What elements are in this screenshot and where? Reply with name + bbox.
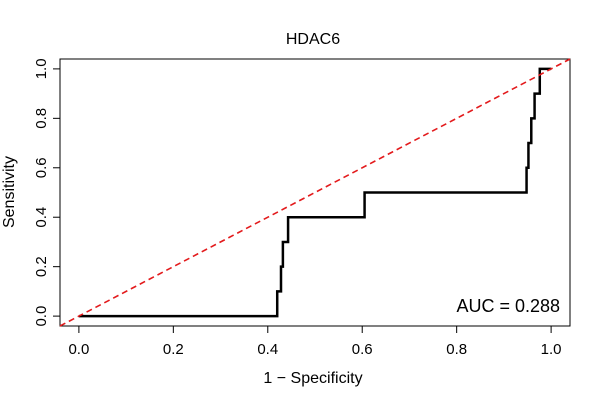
y-axis-label: Sensitivity xyxy=(1,156,18,228)
x-tick-label: 1.0 xyxy=(541,341,562,358)
y-tick-label: 0.6 xyxy=(33,157,50,178)
y-tick-label: 0.4 xyxy=(33,207,50,228)
x-tick-label: 0.8 xyxy=(446,341,467,358)
y-tick-label: 1.0 xyxy=(33,58,50,79)
chart-title: HDAC6 xyxy=(286,31,340,48)
y-tick-label: 0.0 xyxy=(33,306,50,327)
x-tick-label: 0.4 xyxy=(257,341,278,358)
x-tick-label: 0.2 xyxy=(163,341,184,358)
y-axis: 0.0 0.2 0.4 0.6 0.8 1.0 xyxy=(33,58,61,327)
auc-annotation: AUC = 0.288 xyxy=(456,296,560,316)
roc-curve xyxy=(78,67,552,318)
x-tick-label: 0.6 xyxy=(352,341,373,358)
y-tick-label: 0.2 xyxy=(33,256,50,277)
x-axis-label: 1 − Specificity xyxy=(263,370,362,387)
x-axis: 0.0 0.2 0.4 0.6 0.8 1.0 xyxy=(68,325,562,358)
y-tick-label: 0.8 xyxy=(33,108,50,129)
reference-diagonal-line xyxy=(59,58,571,327)
series-layer xyxy=(59,58,571,327)
x-tick-label: 0.0 xyxy=(68,341,89,358)
